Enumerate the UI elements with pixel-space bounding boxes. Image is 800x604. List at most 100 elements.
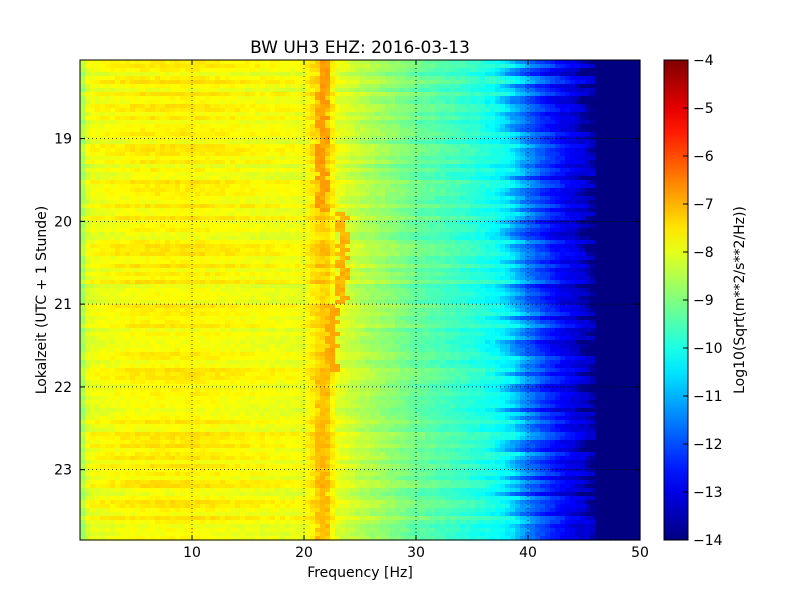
heatmap-cell <box>205 216 211 221</box>
heatmap-cell <box>430 200 436 205</box>
heatmap-cell <box>320 84 326 89</box>
heatmap-cell <box>360 76 366 81</box>
heatmap-cell <box>140 228 146 233</box>
heatmap-cell <box>305 116 311 121</box>
heatmap-cell <box>595 128 601 133</box>
heatmap-cell <box>430 96 436 101</box>
heatmap-cell <box>250 164 256 169</box>
heatmap-cell <box>370 212 376 217</box>
heatmap-cell <box>315 152 321 157</box>
heatmap-cell <box>260 176 266 181</box>
heatmap-cell <box>140 224 146 229</box>
heatmap-cell <box>325 68 331 73</box>
heatmap-cell <box>280 72 286 77</box>
heatmap-cell <box>520 168 526 173</box>
heatmap-cell <box>235 120 241 125</box>
heatmap-cell <box>90 104 96 109</box>
heatmap-cell <box>445 140 451 145</box>
heatmap-cell <box>305 76 311 81</box>
heatmap-cell <box>370 116 376 121</box>
heatmap-cell <box>305 104 311 109</box>
heatmap-cell <box>235 112 241 117</box>
heatmap-cell <box>460 156 466 161</box>
heatmap-cell <box>345 168 351 173</box>
heatmap-cell <box>350 84 356 89</box>
heatmap-cell <box>495 232 501 237</box>
heatmap-cell <box>165 228 171 233</box>
heatmap-cell <box>560 112 566 117</box>
heatmap-cell <box>205 228 211 233</box>
heatmap-cell <box>350 92 356 97</box>
heatmap-cell <box>100 116 106 121</box>
heatmap-cell <box>305 176 311 181</box>
heatmap-cell <box>590 212 596 217</box>
heatmap-cell <box>420 188 426 193</box>
heatmap-cell <box>220 196 226 201</box>
heatmap-cell <box>430 92 436 97</box>
heatmap-cell <box>400 232 406 237</box>
heatmap-cell <box>490 216 496 221</box>
heatmap-cell <box>200 232 206 237</box>
heatmap-cell <box>345 124 351 129</box>
heatmap-cell <box>420 104 426 109</box>
heatmap-cell <box>180 204 186 209</box>
heatmap-cell <box>185 128 191 133</box>
heatmap-cell <box>340 88 346 93</box>
heatmap-cell <box>520 148 526 153</box>
heatmap-cell <box>120 100 126 105</box>
heatmap-cell <box>155 120 161 125</box>
heatmap-cell <box>420 148 426 153</box>
heatmap-cell <box>325 112 331 117</box>
heatmap-cell <box>530 104 536 109</box>
heatmap-cell <box>350 156 356 161</box>
heatmap-cell <box>285 220 291 225</box>
heatmap-cell <box>115 216 121 221</box>
heatmap-cell <box>330 144 336 149</box>
heatmap-cell <box>430 184 436 189</box>
heatmap-cell <box>475 120 481 125</box>
heatmap-cell <box>215 160 221 165</box>
heatmap-cell <box>160 132 166 137</box>
heatmap-cell <box>225 208 231 213</box>
heatmap-cell <box>580 144 586 149</box>
heatmap-cell <box>340 204 346 209</box>
heatmap-cell <box>425 212 431 217</box>
heatmap-cell <box>305 220 311 225</box>
heatmap-cell <box>365 228 371 233</box>
heatmap-cell <box>100 64 106 69</box>
heatmap-cell <box>600 196 606 201</box>
heatmap-cell <box>260 148 266 153</box>
heatmap-cell <box>165 76 171 81</box>
heatmap-cell <box>305 224 311 229</box>
heatmap-cell <box>515 64 521 69</box>
heatmap-cell <box>340 136 346 141</box>
heatmap-cell <box>360 104 366 109</box>
heatmap-cell <box>145 124 151 129</box>
heatmap-cell <box>610 204 616 209</box>
heatmap-cell <box>525 132 531 137</box>
heatmap-cell <box>155 112 161 117</box>
heatmap-cell <box>275 208 281 213</box>
heatmap-cell <box>195 172 201 177</box>
heatmap-cell <box>445 104 451 109</box>
heatmap-cell <box>630 112 636 117</box>
heatmap-cell <box>475 200 481 205</box>
heatmap-cell <box>385 208 391 213</box>
heatmap-cell <box>150 76 156 81</box>
heatmap-cell <box>285 208 291 213</box>
heatmap-cell <box>255 204 261 209</box>
heatmap-cell <box>230 228 236 233</box>
heatmap-cell <box>205 196 211 201</box>
heatmap-cell <box>500 184 506 189</box>
heatmap-cell <box>355 96 361 101</box>
heatmap-cell <box>580 72 586 77</box>
heatmap-cell <box>570 220 576 225</box>
heatmap-cell <box>190 96 196 101</box>
heatmap-cell <box>100 84 106 89</box>
heatmap-cell <box>250 92 256 97</box>
heatmap-cell <box>140 92 146 97</box>
heatmap-cell <box>195 188 201 193</box>
heatmap-cell <box>480 160 486 165</box>
heatmap-cell <box>630 224 636 229</box>
heatmap-cell <box>325 220 331 225</box>
